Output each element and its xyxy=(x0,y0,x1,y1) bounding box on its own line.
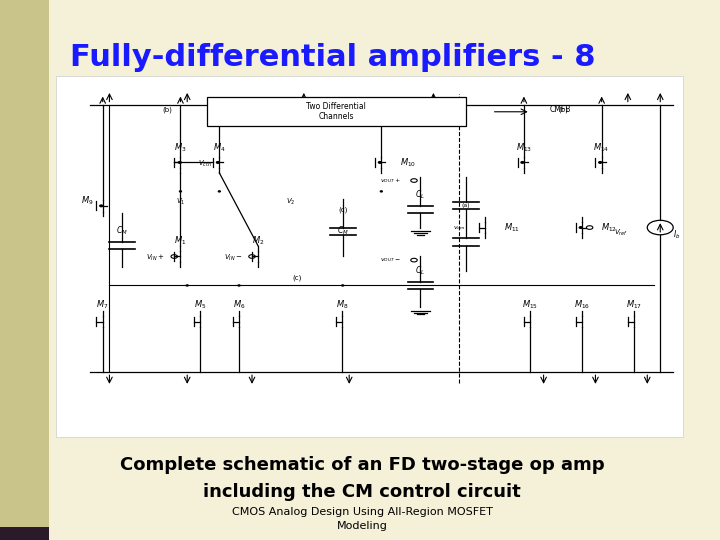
Text: (c): (c) xyxy=(292,275,302,281)
Circle shape xyxy=(179,191,181,192)
Text: $M_{10}$: $M_{10}$ xyxy=(400,156,416,168)
Text: $V_1$: $V_1$ xyxy=(176,197,186,207)
Circle shape xyxy=(599,161,602,163)
Text: $V_{IN}+$: $V_{IN}+$ xyxy=(146,253,165,264)
Text: $v_{OUT}+$: $v_{OUT}+$ xyxy=(380,176,401,185)
Text: $V_{ref}$: $V_{ref}$ xyxy=(614,228,628,238)
Text: CMOS Analog Design Using All-Region MOSFET: CMOS Analog Design Using All-Region MOSF… xyxy=(232,507,492,517)
Text: $M_{14}$: $M_{14}$ xyxy=(593,142,610,154)
Text: $V_{IN}-$: $V_{IN}-$ xyxy=(224,253,242,264)
Text: (b): (b) xyxy=(163,107,173,113)
Text: $V_2$: $V_2$ xyxy=(286,197,296,207)
Text: Complete schematic of an FD two-stage op amp: Complete schematic of an FD two-stage op… xyxy=(120,456,605,474)
Text: (b): (b) xyxy=(558,107,568,113)
Circle shape xyxy=(179,161,181,163)
Text: Modeling: Modeling xyxy=(337,521,388,531)
Text: $M_1$: $M_1$ xyxy=(174,235,186,247)
Text: $M_4$: $M_4$ xyxy=(213,142,225,154)
Bar xyxy=(55,76,683,437)
Circle shape xyxy=(217,161,220,163)
Text: $M_{11}$: $M_{11}$ xyxy=(504,221,520,234)
Circle shape xyxy=(521,161,524,163)
Text: $V_{ctrl}$: $V_{ctrl}$ xyxy=(198,159,212,169)
Text: Fully-differential amplifiers - 8: Fully-differential amplifiers - 8 xyxy=(70,43,595,72)
Text: $M_5$: $M_5$ xyxy=(194,299,206,311)
Text: $C_L$: $C_L$ xyxy=(415,265,426,277)
Text: $M_3$: $M_3$ xyxy=(174,142,186,154)
Text: (a): (a) xyxy=(462,204,470,208)
Circle shape xyxy=(379,161,382,163)
Text: (c): (c) xyxy=(338,206,348,213)
Circle shape xyxy=(380,191,382,192)
Text: $I_b$: $I_b$ xyxy=(673,228,680,241)
Circle shape xyxy=(580,227,582,228)
Text: $M_6$: $M_6$ xyxy=(233,299,245,311)
Circle shape xyxy=(342,285,343,286)
Text: $C_M$: $C_M$ xyxy=(337,225,348,238)
Text: including the CM control circuit: including the CM control circuit xyxy=(204,483,521,501)
Text: $M_8$: $M_8$ xyxy=(336,299,348,311)
Text: $M_7$: $M_7$ xyxy=(96,299,109,311)
Text: $M_{16}$: $M_{16}$ xyxy=(574,299,590,311)
Circle shape xyxy=(186,285,188,286)
Circle shape xyxy=(238,285,240,286)
Text: $M_9$: $M_9$ xyxy=(81,195,94,207)
Text: $M_{15}$: $M_{15}$ xyxy=(522,299,539,311)
Text: $C_M$: $C_M$ xyxy=(117,225,128,238)
Text: Two Differential
Channels: Two Differential Channels xyxy=(306,102,366,122)
Text: CMFB: CMFB xyxy=(550,105,572,114)
Text: $M_{13}$: $M_{13}$ xyxy=(516,142,532,154)
Text: $M_{17}$: $M_{17}$ xyxy=(626,299,642,311)
Circle shape xyxy=(100,205,103,207)
Text: $v_{cm}$: $v_{cm}$ xyxy=(453,224,465,232)
Text: $C_L$: $C_L$ xyxy=(415,189,426,201)
Bar xyxy=(207,97,466,126)
Text: $M_2$: $M_2$ xyxy=(252,235,264,247)
Text: $M_{12}$: $M_{12}$ xyxy=(601,221,617,234)
Bar xyxy=(0,0,49,540)
Bar xyxy=(0,526,49,540)
Circle shape xyxy=(218,191,220,192)
Text: $v_{OUT}-$: $v_{OUT}-$ xyxy=(380,256,401,264)
